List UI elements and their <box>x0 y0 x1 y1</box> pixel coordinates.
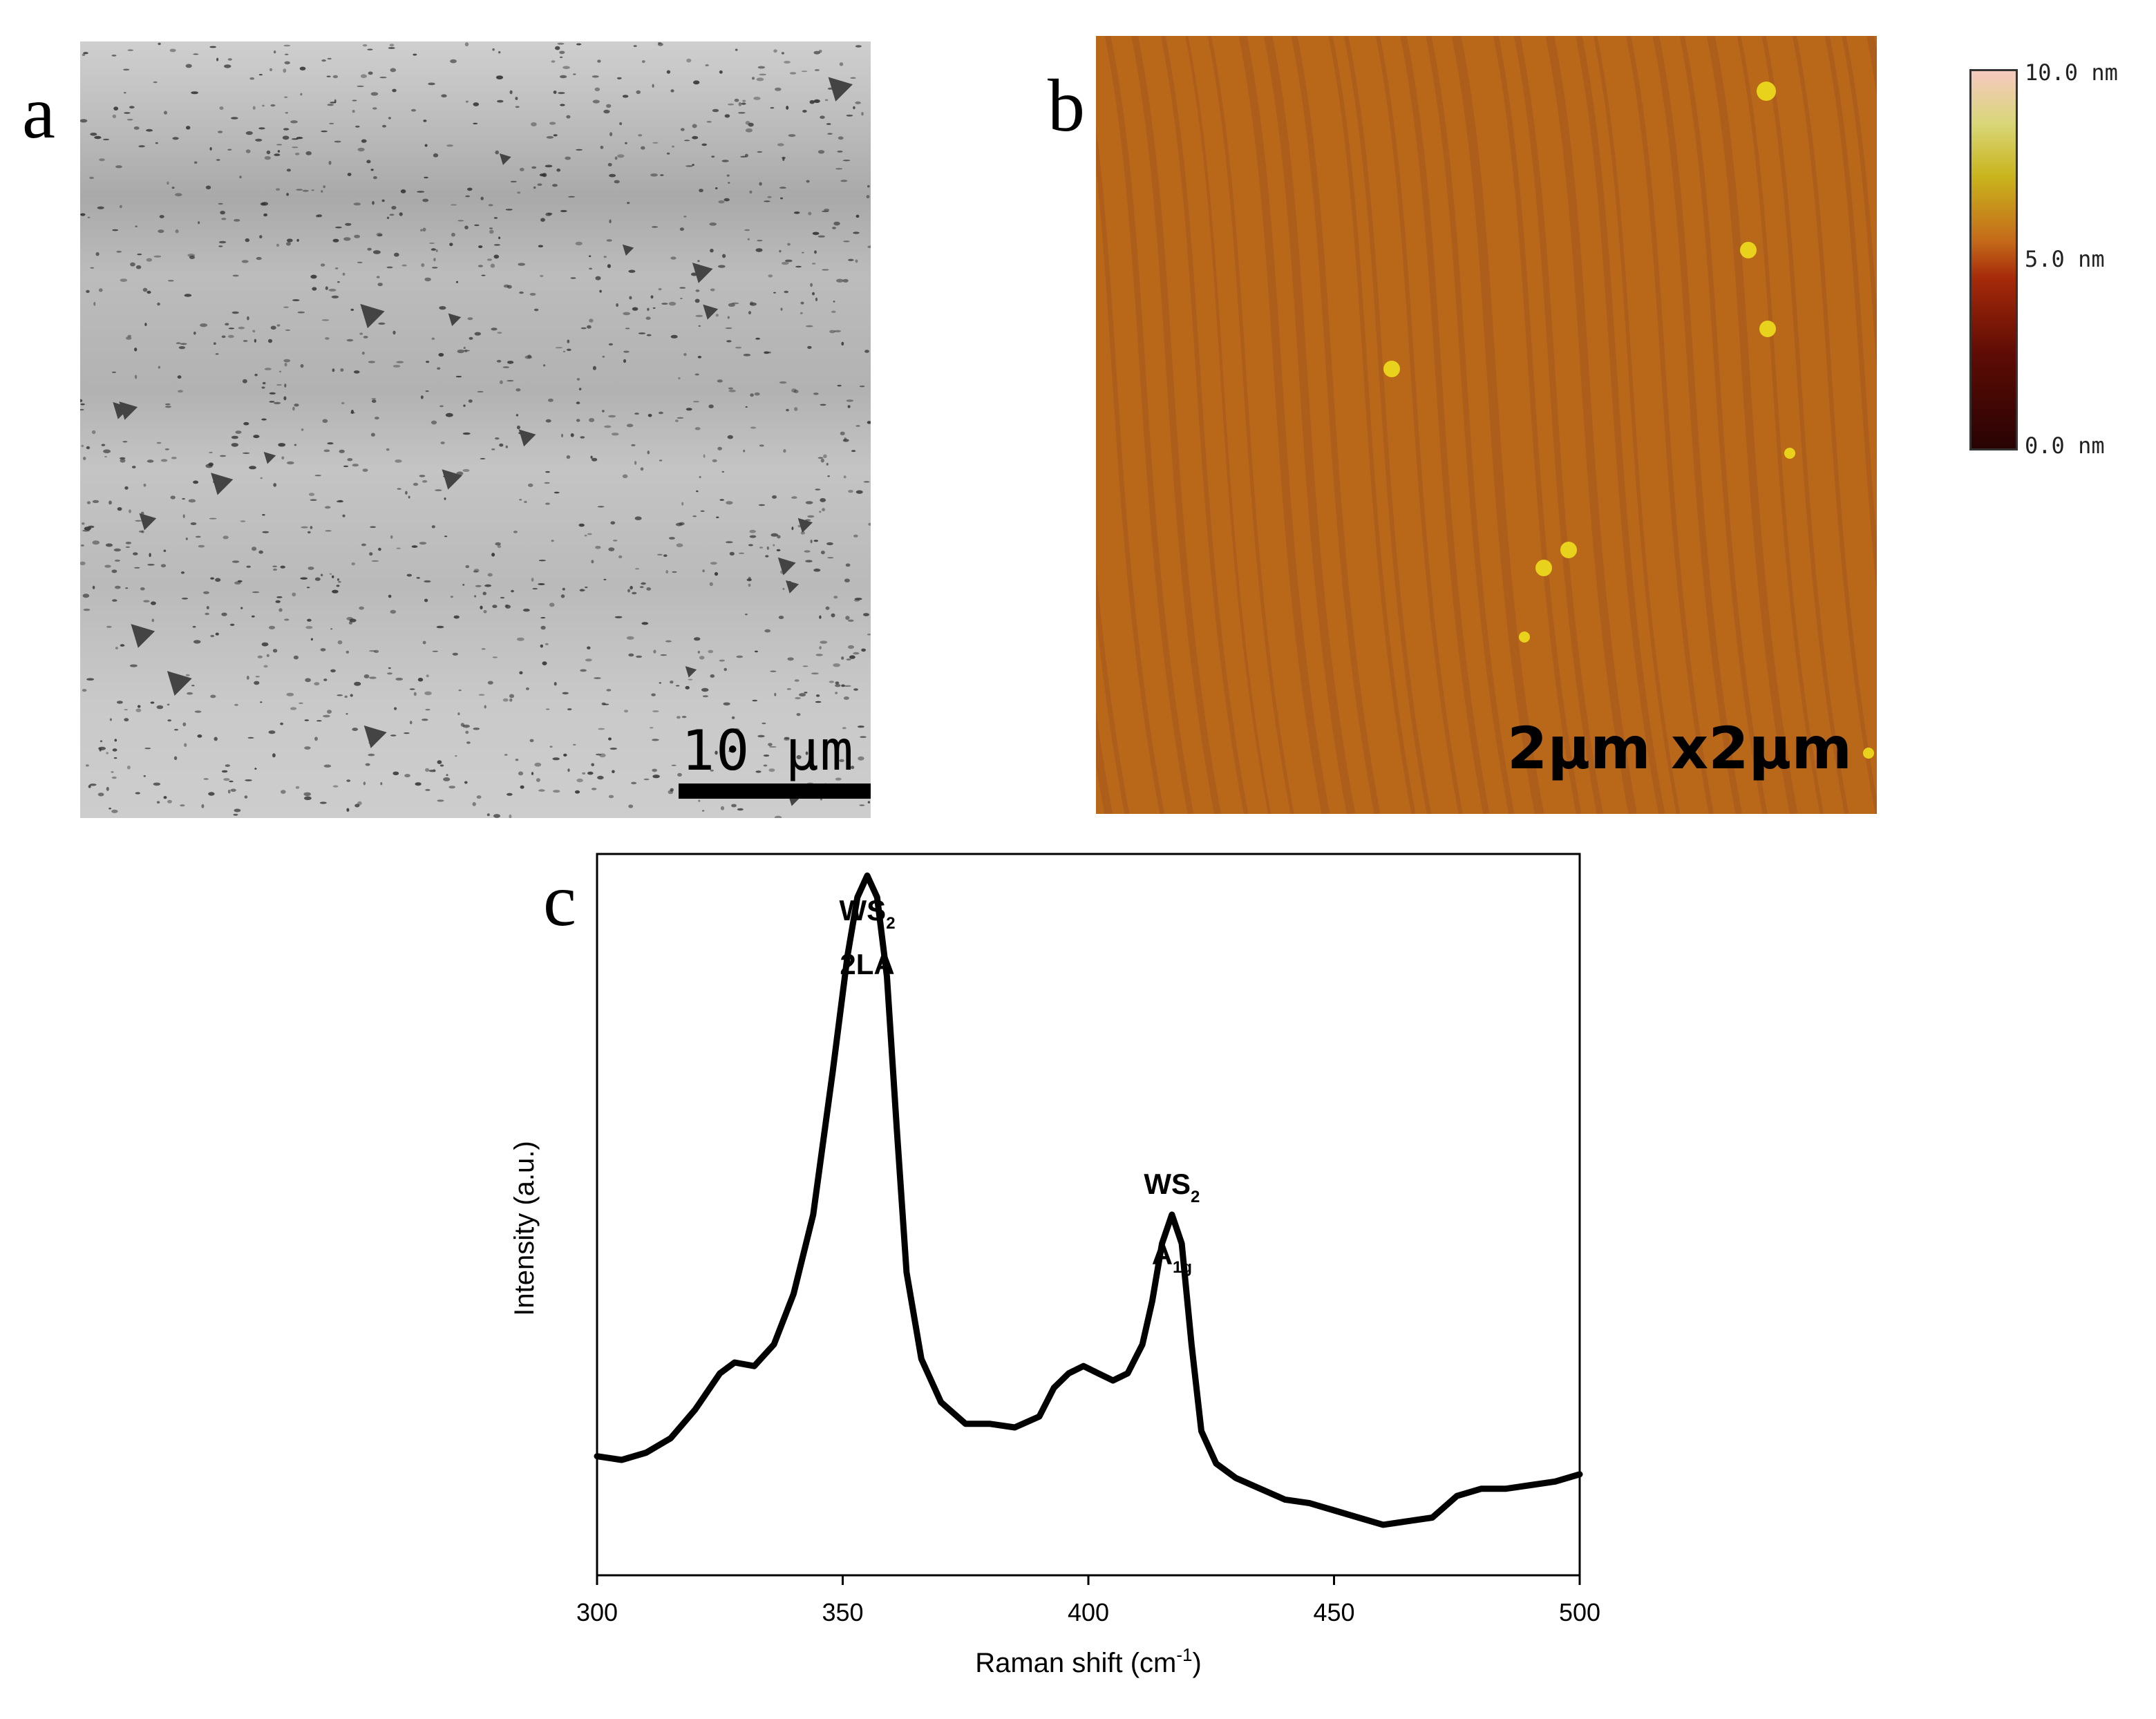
panel-label-a: a <box>22 72 55 154</box>
peak-label-species: WS2 <box>840 894 896 933</box>
colorbar-mid-label: 5.0 nm <box>2025 246 2105 272</box>
raman-chart: 300 350 400 450 500 WS2 2LA WS2 A1g Raman shift… <box>509 853 1600 1678</box>
panel-label-c: c <box>543 860 576 942</box>
height-colorbar <box>1969 69 2018 450</box>
sem-image: 10 μm <box>80 41 871 818</box>
scale-bar <box>679 783 871 799</box>
y-axis-label: Intensity (a.u.) <box>509 1141 540 1316</box>
x-tick-label-400: 400 <box>1068 1598 1109 1626</box>
peak-label-mode: A1g <box>1152 1238 1192 1277</box>
peak-label-species: WS2 <box>1144 1168 1200 1206</box>
afm-texture <box>1096 36 1877 814</box>
x-tick-label-450: 450 <box>1313 1598 1354 1626</box>
x-axis-label: Raman shift (cm-1) <box>975 1644 1202 1678</box>
x-tick-label-350: 350 <box>822 1598 863 1626</box>
x-tick-label-500: 500 <box>1559 1598 1600 1626</box>
x-axis-ticks: 300 350 400 450 500 <box>576 1575 1600 1626</box>
x-tick-label-300: 300 <box>576 1598 618 1626</box>
peak-label-mode: 2LA <box>840 948 894 980</box>
colorbar-bottom-label: 0.0 nm <box>2025 433 2105 459</box>
sem-texture <box>80 41 871 818</box>
afm-size-label: 2μm x2μm <box>1507 714 1852 782</box>
scale-bar-label: 10 μm <box>681 719 855 783</box>
peak-annotations: WS2 2LA WS2 A1g <box>840 894 1200 1277</box>
colorbar-top-label: 10.0 nm <box>2025 59 2118 86</box>
raman-spectrum-line <box>594 872 1583 1528</box>
plot-frame <box>596 853 1581 1577</box>
panel-label-b: b <box>1048 65 1085 147</box>
afm-image: 2μm x2μm <box>1096 36 1877 814</box>
